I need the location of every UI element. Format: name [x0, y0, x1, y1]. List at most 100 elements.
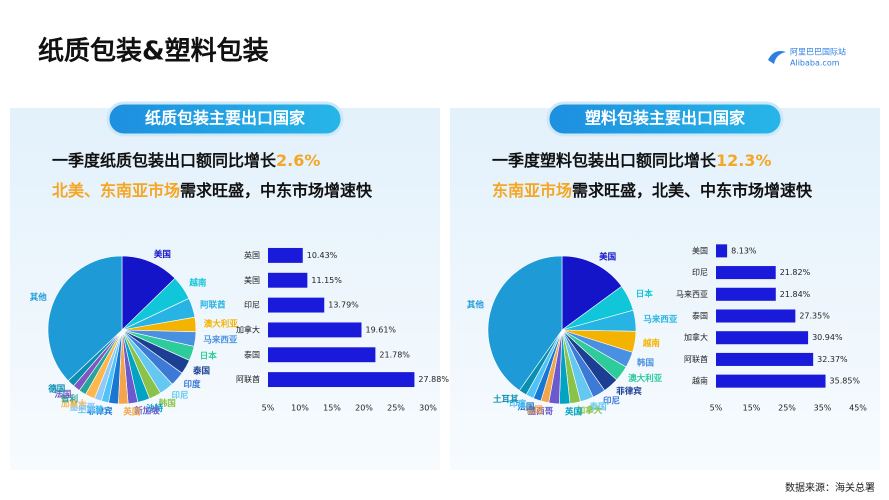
- slice-label: 马来西亚: [643, 314, 678, 325]
- slice-label: 泰国: [589, 402, 607, 413]
- pie-slice: [47, 255, 123, 382]
- panel-heading: 塑料包装主要出口国家: [585, 109, 746, 128]
- slice-label: 日本: [636, 289, 654, 300]
- panel-line: 一季度塑料包装出口额同比增长12.3%: [492, 151, 772, 170]
- bar: [268, 372, 415, 388]
- slice-label: 韩国: [159, 398, 176, 409]
- value-label: 35.85%: [830, 377, 861, 386]
- y-tick-label: 加拿大: [684, 332, 708, 342]
- slice-label: 新加坡: [134, 406, 160, 417]
- logo: 阿里巴巴国际站 Alibaba.com: [768, 47, 846, 68]
- value-label: 13.79%: [328, 301, 359, 310]
- slide-title: 纸质包装&塑料包装: [38, 36, 269, 67]
- y-tick-label: 泰国: [692, 311, 708, 321]
- highlight: 北美、东南亚市场: [52, 181, 180, 200]
- logo-brand: 阿里巴巴国际站: [790, 47, 846, 57]
- slice-label: 越南: [642, 338, 661, 349]
- slice-label: 法国: [517, 402, 534, 413]
- y-tick-label: 泰国: [244, 349, 260, 359]
- panel-heading-bg: [546, 101, 784, 137]
- y-tick-label: 越南: [692, 376, 708, 386]
- slice-label: 菲律宾: [87, 406, 113, 417]
- logo-site: Alibaba.com: [790, 59, 840, 68]
- x-tick-label: 45%: [849, 404, 867, 413]
- y-tick-label: 印尼: [244, 301, 260, 310]
- y-tick-label: 阿联酋: [236, 374, 260, 384]
- bar: [268, 297, 325, 313]
- slice-label: 土耳其: [493, 394, 519, 405]
- slice-label: 印尼: [172, 390, 190, 401]
- bar: [716, 287, 776, 301]
- value-label: 8.13%: [731, 246, 757, 255]
- slice-label: 加拿大: [60, 398, 87, 409]
- growth: 12.3%: [716, 151, 772, 170]
- bar: [716, 352, 814, 366]
- bar: [268, 247, 303, 263]
- line-text: 一季度纸质包装出口额同比增长: [52, 151, 277, 170]
- x-tick-label: 15%: [323, 404, 341, 413]
- bar: [268, 272, 308, 288]
- pie-slice: [561, 255, 623, 331]
- highlight: 东南亚市场: [492, 181, 572, 200]
- y-tick-label: 阿联酋: [684, 354, 708, 364]
- slice-label: 墨西哥: [528, 406, 554, 417]
- value-label: 30.94%: [812, 333, 843, 342]
- source: 数据来源：海关总署: [785, 481, 875, 494]
- bar: [716, 309, 796, 323]
- value-label: 21.82%: [780, 268, 811, 277]
- slice-label: 越南: [188, 278, 207, 289]
- x-tick-label: 20%: [355, 404, 373, 413]
- pie-slice: [121, 255, 176, 331]
- bar: [268, 347, 376, 363]
- bar: [716, 244, 728, 258]
- line-text: 需求旺盛，中东市场增速快: [180, 181, 373, 200]
- slice-label: 菲律宾: [616, 386, 642, 397]
- x-tick-label: 15%: [743, 404, 761, 413]
- slice-label: 德国: [48, 384, 65, 395]
- slice-label: 英国: [564, 406, 582, 417]
- y-tick-label: 印尼: [692, 268, 708, 277]
- y-tick-label: 马来西亚: [676, 290, 708, 299]
- x-tick-label: 30%: [419, 404, 437, 413]
- panel-line: 一季度纸质包装出口额同比增长2.6%: [52, 151, 320, 170]
- slice-label: 美国: [154, 249, 171, 260]
- slice-label: 墨西哥: [70, 402, 96, 413]
- slice-label: 法国: [54, 389, 71, 400]
- value-label: 21.84%: [780, 290, 811, 299]
- slice-label: 土耳其: [78, 404, 104, 415]
- panel-line: 东南亚市场需求旺盛，北美、中东市场增速快: [492, 181, 813, 200]
- slice-label: 沙特: [146, 403, 164, 414]
- x-tick-label: 10%: [291, 404, 309, 413]
- line-text: 一季度塑料包装出口额同比增长: [492, 151, 717, 170]
- x-tick-label: 5%: [262, 404, 275, 413]
- slice-label: 德国: [526, 404, 543, 415]
- growth: 2.6%: [276, 151, 320, 170]
- bar: [268, 322, 362, 338]
- slice-label: 其他: [30, 292, 48, 303]
- pie-slice: [487, 255, 563, 391]
- value-label: 32.37%: [817, 355, 848, 364]
- bar: [716, 266, 776, 280]
- x-tick-label: 35%: [814, 404, 832, 413]
- y-tick-label: 美国: [244, 275, 260, 285]
- panel-heading-bg: [106, 101, 344, 137]
- slice-label: 印度: [183, 379, 201, 390]
- x-tick-label: 5%: [710, 404, 723, 413]
- slice-label: 美国: [599, 251, 616, 262]
- y-tick-label: 美国: [692, 245, 708, 255]
- x-tick-label: 25%: [778, 404, 796, 413]
- panel-heading: 纸质包装主要出口国家: [145, 109, 306, 128]
- x-tick-label: 25%: [387, 404, 405, 413]
- y-tick-label: 英国: [244, 250, 260, 260]
- slice-label: 澳大利亚: [628, 373, 663, 384]
- value-label: 19.61%: [366, 325, 397, 334]
- slice-label: 泰国: [192, 366, 210, 377]
- slice-label: 印尼: [603, 396, 621, 407]
- value-label: 11.15%: [311, 276, 342, 285]
- slice-label: 英国: [122, 406, 140, 417]
- slice-label: 加拿大: [576, 405, 603, 416]
- value-label: 27.88%: [418, 375, 449, 384]
- value-label: 21.78%: [379, 350, 410, 359]
- slice-label: 智利: [60, 394, 78, 405]
